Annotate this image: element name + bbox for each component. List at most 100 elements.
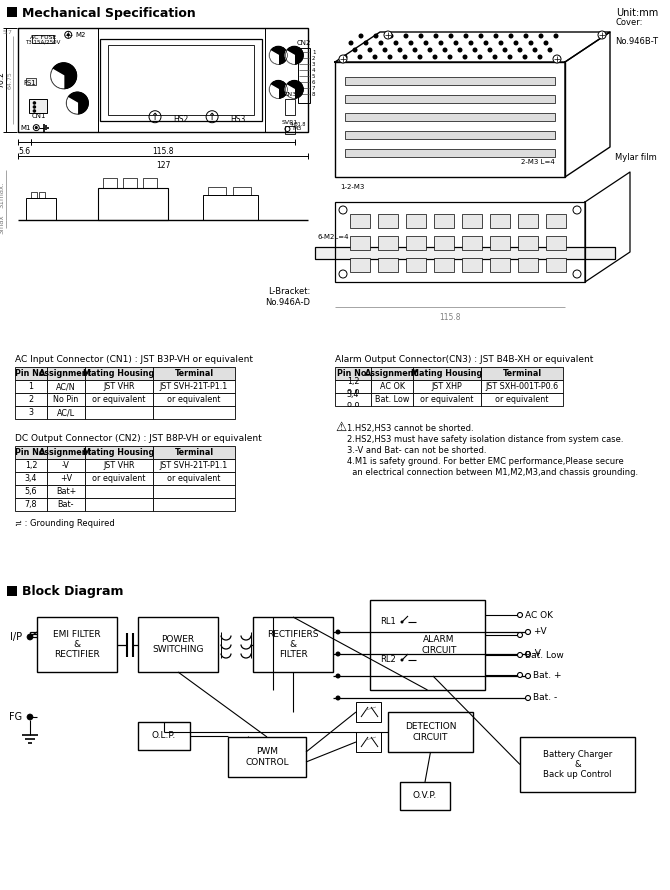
Circle shape xyxy=(336,651,340,657)
Circle shape xyxy=(34,101,36,104)
Bar xyxy=(481,367,563,380)
Bar xyxy=(356,702,381,722)
Circle shape xyxy=(336,695,340,700)
Text: JST SXH-001T-P0.6: JST SXH-001T-P0.6 xyxy=(486,382,559,391)
Circle shape xyxy=(403,34,409,38)
Text: -V: -V xyxy=(533,650,542,659)
Text: Bat-: Bat- xyxy=(58,500,74,509)
Text: or equivalent: or equivalent xyxy=(420,395,474,404)
Text: +V: +V xyxy=(533,627,547,636)
Text: FS1: FS1 xyxy=(23,79,36,85)
Circle shape xyxy=(339,55,347,63)
Circle shape xyxy=(462,54,468,60)
Circle shape xyxy=(448,54,452,60)
Circle shape xyxy=(472,47,478,53)
Bar xyxy=(108,44,255,115)
Circle shape xyxy=(384,31,392,39)
Circle shape xyxy=(27,634,33,640)
Text: M2: M2 xyxy=(75,32,86,37)
Circle shape xyxy=(339,206,347,214)
Bar xyxy=(434,258,454,272)
Circle shape xyxy=(539,34,543,38)
Text: O.L.P.: O.L.P. xyxy=(152,732,176,740)
Circle shape xyxy=(419,34,423,38)
Text: 8: 8 xyxy=(312,92,316,97)
Bar xyxy=(39,192,45,198)
Text: 3,4: 3,4 xyxy=(25,474,38,483)
Circle shape xyxy=(368,47,373,53)
Circle shape xyxy=(51,63,76,89)
Circle shape xyxy=(464,34,468,38)
Circle shape xyxy=(553,34,559,38)
Text: Assignment: Assignment xyxy=(365,369,419,378)
Bar xyxy=(208,187,226,195)
Circle shape xyxy=(494,34,498,38)
Bar xyxy=(228,737,306,777)
Bar xyxy=(413,393,481,406)
Bar xyxy=(18,28,308,132)
Bar xyxy=(203,195,258,220)
Text: or equivalent: or equivalent xyxy=(168,474,220,483)
Circle shape xyxy=(373,34,379,38)
Text: 4.M1 is safety ground. For better EMC performance,Please secure: 4.M1 is safety ground. For better EMC pe… xyxy=(347,457,624,466)
Circle shape xyxy=(517,652,523,658)
Circle shape xyxy=(389,34,393,38)
Bar xyxy=(85,393,153,406)
Bar xyxy=(153,393,235,406)
Bar xyxy=(85,446,153,459)
Bar xyxy=(123,178,137,188)
Bar xyxy=(98,188,168,220)
Text: Battery Charger
&
Back up Control: Battery Charger & Back up Control xyxy=(543,749,612,780)
Circle shape xyxy=(547,47,553,53)
Bar xyxy=(345,131,555,139)
Circle shape xyxy=(358,54,362,60)
Bar xyxy=(345,113,555,121)
Text: Pin No.: Pin No. xyxy=(15,448,48,457)
Bar xyxy=(462,214,482,228)
Circle shape xyxy=(525,674,531,678)
Bar xyxy=(47,459,85,472)
Bar xyxy=(100,39,263,121)
Circle shape xyxy=(523,34,529,38)
Text: 76.2: 76.2 xyxy=(0,71,5,88)
Bar xyxy=(335,380,371,393)
Circle shape xyxy=(492,54,498,60)
Text: POWER
SWITCHING: POWER SWITCHING xyxy=(152,635,204,654)
Bar xyxy=(406,258,426,272)
Bar xyxy=(15,393,47,406)
Bar xyxy=(546,214,566,228)
Bar xyxy=(153,498,235,511)
Text: AC/N: AC/N xyxy=(56,382,76,391)
Circle shape xyxy=(417,54,423,60)
Bar xyxy=(153,459,235,472)
Wedge shape xyxy=(51,69,64,89)
Wedge shape xyxy=(269,51,278,64)
Bar xyxy=(400,782,450,810)
Text: Bat. +: Bat. + xyxy=(533,671,561,681)
Circle shape xyxy=(525,695,531,700)
Bar xyxy=(518,214,538,228)
Text: CN2: CN2 xyxy=(297,40,311,46)
Circle shape xyxy=(507,54,513,60)
Text: Pin No.: Pin No. xyxy=(15,369,48,378)
Text: Mating Housing: Mating Housing xyxy=(83,448,155,457)
Text: AC OK: AC OK xyxy=(379,382,405,391)
Circle shape xyxy=(285,80,304,99)
Bar xyxy=(490,214,510,228)
Circle shape xyxy=(433,54,438,60)
Wedge shape xyxy=(285,51,294,64)
Circle shape xyxy=(442,47,448,53)
Wedge shape xyxy=(285,85,294,99)
Bar xyxy=(15,459,47,472)
Circle shape xyxy=(517,612,523,618)
Circle shape xyxy=(269,46,287,64)
Circle shape xyxy=(413,47,417,53)
Bar xyxy=(7,586,17,596)
Bar xyxy=(15,380,47,393)
Circle shape xyxy=(269,80,287,99)
Bar xyxy=(413,380,481,393)
Bar xyxy=(285,126,295,134)
Bar xyxy=(153,367,235,380)
Bar xyxy=(371,367,413,380)
Text: Terminal: Terminal xyxy=(502,369,541,378)
